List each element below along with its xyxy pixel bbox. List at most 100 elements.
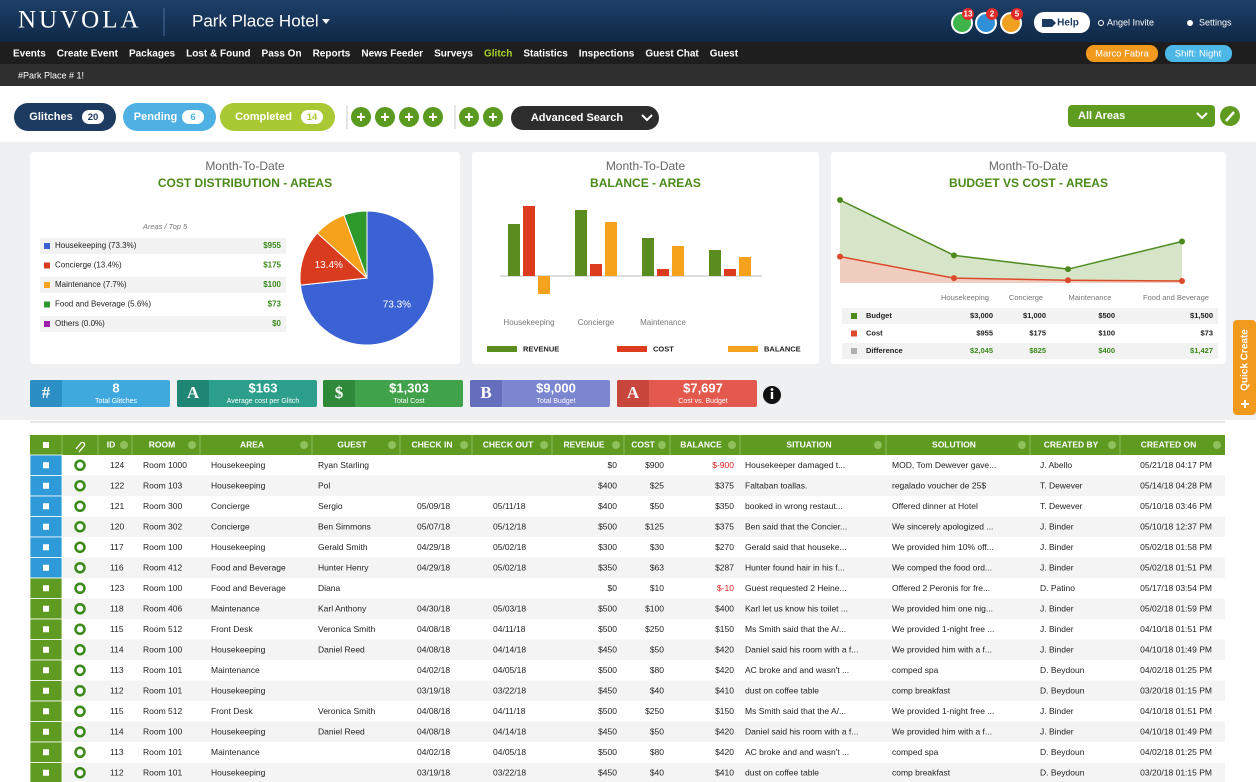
row-checkbox[interactable] xyxy=(43,462,49,469)
open-button[interactable] xyxy=(74,459,86,471)
column-header[interactable]: SITUATION xyxy=(786,439,831,449)
row-checkbox[interactable] xyxy=(43,769,49,776)
quick-create[interactable] xyxy=(1233,320,1256,415)
tab[interactable] xyxy=(220,103,335,131)
table-row[interactable] xyxy=(30,639,1225,661)
sort-icon[interactable] xyxy=(188,441,196,449)
row-checkbox[interactable] xyxy=(43,728,49,735)
table-row[interactable] xyxy=(30,578,1225,599)
hotel-name[interactable]: Park Place Hotel xyxy=(192,11,319,30)
row-checkbox[interactable] xyxy=(43,564,49,571)
nav-item[interactable]: Reports xyxy=(313,49,351,60)
sort-icon[interactable] xyxy=(1018,441,1026,449)
table-row[interactable] xyxy=(30,537,1225,558)
advanced-search[interactable] xyxy=(511,106,659,130)
nav-item[interactable]: Pass On xyxy=(262,49,302,60)
nav-item[interactable]: Surveys xyxy=(434,49,473,60)
table-row[interactable] xyxy=(30,475,1225,497)
help-button[interactable] xyxy=(1034,12,1090,33)
row-checkbox[interactable] xyxy=(43,482,49,489)
sort-icon[interactable] xyxy=(1213,441,1221,449)
nav-item[interactable]: Create Event xyxy=(57,49,119,60)
row-checkbox[interactable] xyxy=(43,544,49,551)
open-button[interactable] xyxy=(74,664,86,676)
row-checkbox[interactable] xyxy=(43,708,49,715)
open-button[interactable] xyxy=(74,705,86,717)
open-button[interactable] xyxy=(74,623,86,635)
shift-pill[interactable] xyxy=(1165,45,1232,62)
open-button[interactable] xyxy=(74,746,86,758)
row-checkbox[interactable] xyxy=(43,605,49,612)
sort-icon[interactable] xyxy=(1108,441,1116,449)
open-button[interactable] xyxy=(74,480,86,492)
area-filter[interactable] xyxy=(1068,105,1215,127)
column-header[interactable]: BALANCE xyxy=(680,439,722,449)
sort-icon[interactable] xyxy=(612,441,620,449)
table-row[interactable] xyxy=(30,742,1225,763)
row-checkbox[interactable] xyxy=(43,667,49,674)
nav-item[interactable]: Glitch xyxy=(484,49,512,60)
row-checkbox[interactable] xyxy=(43,626,49,633)
nav-item[interactable]: Lost & Found xyxy=(186,49,250,60)
column-header[interactable]: ID xyxy=(107,439,116,449)
nav-item[interactable]: Packages xyxy=(129,49,176,60)
table-row[interactable] xyxy=(30,660,1225,681)
sort-icon[interactable] xyxy=(540,441,548,449)
sort-icon[interactable] xyxy=(300,441,308,449)
row-checkbox[interactable] xyxy=(43,687,49,694)
open-button[interactable] xyxy=(74,685,86,697)
open-button[interactable] xyxy=(74,726,86,738)
table-row[interactable] xyxy=(30,455,1225,476)
open-button[interactable] xyxy=(74,582,86,594)
table-row[interactable] xyxy=(30,496,1225,517)
sort-icon[interactable] xyxy=(460,441,468,449)
column-header[interactable]: CHECK IN xyxy=(411,439,452,449)
table-row[interactable] xyxy=(30,557,1225,579)
column-header[interactable]: CREATED BY xyxy=(1044,439,1099,449)
sort-icon[interactable] xyxy=(658,441,666,449)
row-checkbox[interactable] xyxy=(43,749,49,756)
open-button[interactable] xyxy=(74,541,86,553)
user-name[interactable]: Angel Invite xyxy=(1107,17,1154,27)
open-button[interactable] xyxy=(74,603,86,615)
column-header[interactable]: SOLUTION xyxy=(932,439,976,449)
column-header[interactable]: CHECK OUT xyxy=(483,439,534,449)
cell: Gerald Smith xyxy=(318,542,368,552)
column-header[interactable]: GUEST xyxy=(337,439,367,449)
table-row[interactable] xyxy=(30,680,1225,702)
table-row[interactable] xyxy=(30,701,1225,722)
row-checkbox[interactable] xyxy=(43,585,49,592)
row-checkbox[interactable] xyxy=(43,503,49,510)
sort-icon[interactable] xyxy=(728,441,736,449)
table-row[interactable] xyxy=(30,762,1225,782)
open-button[interactable] xyxy=(74,521,86,533)
column-header[interactable]: CREATED ON xyxy=(1141,439,1197,449)
cell: $80 xyxy=(650,665,664,675)
open-button[interactable] xyxy=(74,562,86,574)
column-header[interactable]: ROOM xyxy=(149,439,175,449)
tab-label: Pending xyxy=(134,111,177,123)
table-row[interactable] xyxy=(30,619,1225,640)
open-button[interactable] xyxy=(74,644,86,656)
table-row[interactable] xyxy=(30,516,1225,538)
column-header[interactable]: REVENUE xyxy=(563,439,604,449)
column-header[interactable]: COST xyxy=(631,439,655,449)
user-pill[interactable] xyxy=(1086,45,1158,62)
nav-item[interactable]: Events xyxy=(13,49,46,60)
nav-item[interactable]: Guest Chat xyxy=(645,49,699,60)
sort-icon[interactable] xyxy=(388,441,396,449)
nav-item[interactable]: Guest xyxy=(710,49,739,60)
nav-item[interactable]: Statistics xyxy=(523,49,568,60)
row-checkbox[interactable] xyxy=(43,523,49,530)
sort-icon[interactable] xyxy=(874,441,882,449)
nav-item[interactable]: News Feeder xyxy=(361,49,423,60)
settings[interactable]: Settings xyxy=(1199,17,1232,27)
nav-item[interactable]: Inspections xyxy=(579,49,635,60)
sort-icon[interactable] xyxy=(120,441,128,449)
table-row[interactable] xyxy=(30,598,1225,620)
column-header[interactable]: AREA xyxy=(240,439,264,449)
table-row[interactable] xyxy=(30,721,1225,743)
open-button[interactable] xyxy=(74,500,86,512)
open-button[interactable] xyxy=(74,767,86,779)
row-checkbox[interactable] xyxy=(43,646,49,653)
